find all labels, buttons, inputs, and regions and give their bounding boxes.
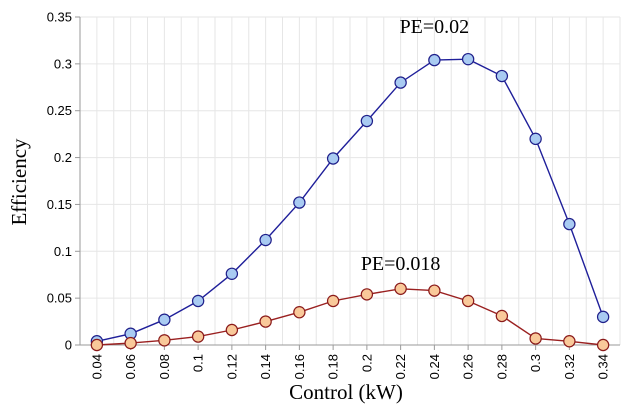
y-tick-label: 0.3 xyxy=(54,56,72,71)
x-axis-title: Control (kW) xyxy=(289,380,403,404)
series-2-point xyxy=(158,334,171,347)
x-tick-label: 0.3 xyxy=(528,354,543,372)
series-2-point xyxy=(529,332,542,345)
series-1-point xyxy=(225,267,239,280)
x-tick-label: 0.34 xyxy=(596,354,611,379)
series-1-point xyxy=(461,52,475,66)
x-tick-label: 0.08 xyxy=(157,354,172,379)
x-tick-label: 0.1 xyxy=(191,354,206,372)
x-tick-label: 0.14 xyxy=(258,354,273,379)
series-1-point xyxy=(191,294,205,308)
y-tick-label: 0.1 xyxy=(54,244,72,259)
x-tick-label: 0.28 xyxy=(494,354,509,379)
series-1-point xyxy=(596,310,610,324)
series-1-point xyxy=(428,53,441,67)
series-2-point xyxy=(461,294,475,308)
x-tick-label: 0.16 xyxy=(292,354,307,379)
x-tick-label: 0.24 xyxy=(427,354,442,379)
x-tick-label: 0.32 xyxy=(562,354,577,379)
y-tick-label: 0.15 xyxy=(47,197,72,212)
series-2-point xyxy=(596,338,610,352)
series-2-point xyxy=(326,294,340,308)
series-2-point xyxy=(360,288,374,301)
series-2-point xyxy=(124,336,137,350)
series-2-point xyxy=(259,315,272,328)
series-1-point xyxy=(394,76,407,89)
series-2-point xyxy=(563,335,576,348)
series-1-point xyxy=(495,69,509,83)
annotation-label-1: PE=0.02 xyxy=(400,16,470,38)
series-1-point xyxy=(563,217,576,231)
series-1-point xyxy=(259,233,272,247)
series-1-point xyxy=(360,114,374,128)
series-2-point xyxy=(428,284,441,297)
y-tick-label: 0.35 xyxy=(47,10,72,25)
x-tick-label: 0.06 xyxy=(123,354,138,379)
series-2-point xyxy=(90,338,104,352)
series-1-point xyxy=(529,132,542,146)
series-1-point xyxy=(158,313,171,326)
y-axis-title: Efficiency xyxy=(7,138,31,226)
x-tick-label: 0.18 xyxy=(326,354,341,379)
y-tick-label: 0.2 xyxy=(54,150,72,165)
series-line-1 xyxy=(96,58,604,342)
series-line-2 xyxy=(96,288,604,346)
series-2-point xyxy=(225,323,239,337)
series-1-point xyxy=(293,196,306,209)
series-2-point xyxy=(394,282,407,295)
axis-layer xyxy=(75,16,620,350)
series-1-point xyxy=(326,152,340,165)
grid-layer xyxy=(79,16,621,346)
series-2-point xyxy=(191,330,205,343)
x-tick-label: 0.04 xyxy=(89,354,104,379)
x-tick-label: 0.2 xyxy=(359,354,374,372)
series-2-point xyxy=(495,309,509,323)
label-layer: 0 0.05 0.1 0.15 0.2 0.25 0.3 0.35 0.04 0.06 0.08 0.… xyxy=(47,10,611,380)
series-layer xyxy=(90,52,610,352)
x-tick-label: 0.26 xyxy=(461,354,476,379)
y-tick-label: 0.05 xyxy=(47,291,72,306)
annotation-label-2: PE=0.018 xyxy=(361,253,441,275)
y-tick-label: 0 xyxy=(65,338,72,353)
series-2-point xyxy=(293,306,306,319)
x-tick-label: 0.12 xyxy=(224,354,239,379)
y-tick-label: 0.25 xyxy=(47,103,72,118)
x-tick-label: 0.22 xyxy=(393,354,408,379)
